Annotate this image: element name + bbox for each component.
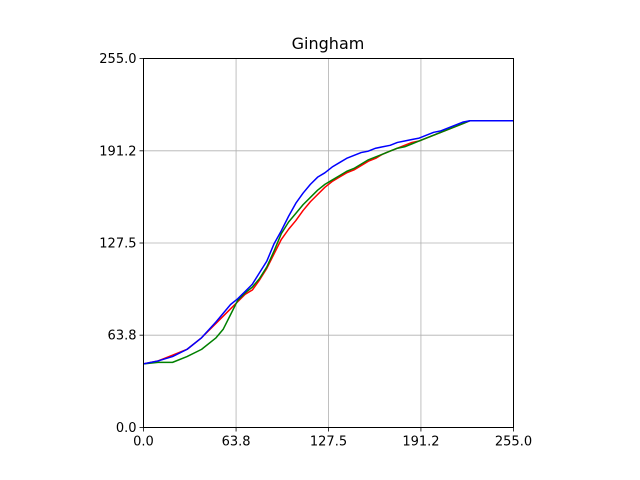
x-tick-label: 63.8 (222, 435, 251, 450)
y-tick-label: 0.0 (116, 421, 137, 436)
chart-title: Gingham (292, 34, 365, 53)
y-tick-label: 63.8 (108, 329, 137, 344)
series-lines (143, 119, 514, 365)
axis-ticks: 0.0 63.8 127.5 191.2 255.0 0.0 63.8 127.5 191.2 2… (99, 52, 532, 450)
y-tick-label: 255.0 (99, 52, 136, 67)
y-tick-label: 127.5 (99, 237, 136, 252)
x-tick-label: 191.2 (402, 435, 439, 450)
y-tick-label: 191.2 (99, 144, 136, 159)
x-tick-label: 127.5 (310, 435, 347, 450)
grid-lines (143, 58, 514, 428)
blue-series-line (143, 119, 514, 365)
green-series-line (143, 119, 514, 365)
x-tick-label: 255.0 (495, 435, 532, 450)
x-tick-label: 0.0 (133, 435, 154, 450)
